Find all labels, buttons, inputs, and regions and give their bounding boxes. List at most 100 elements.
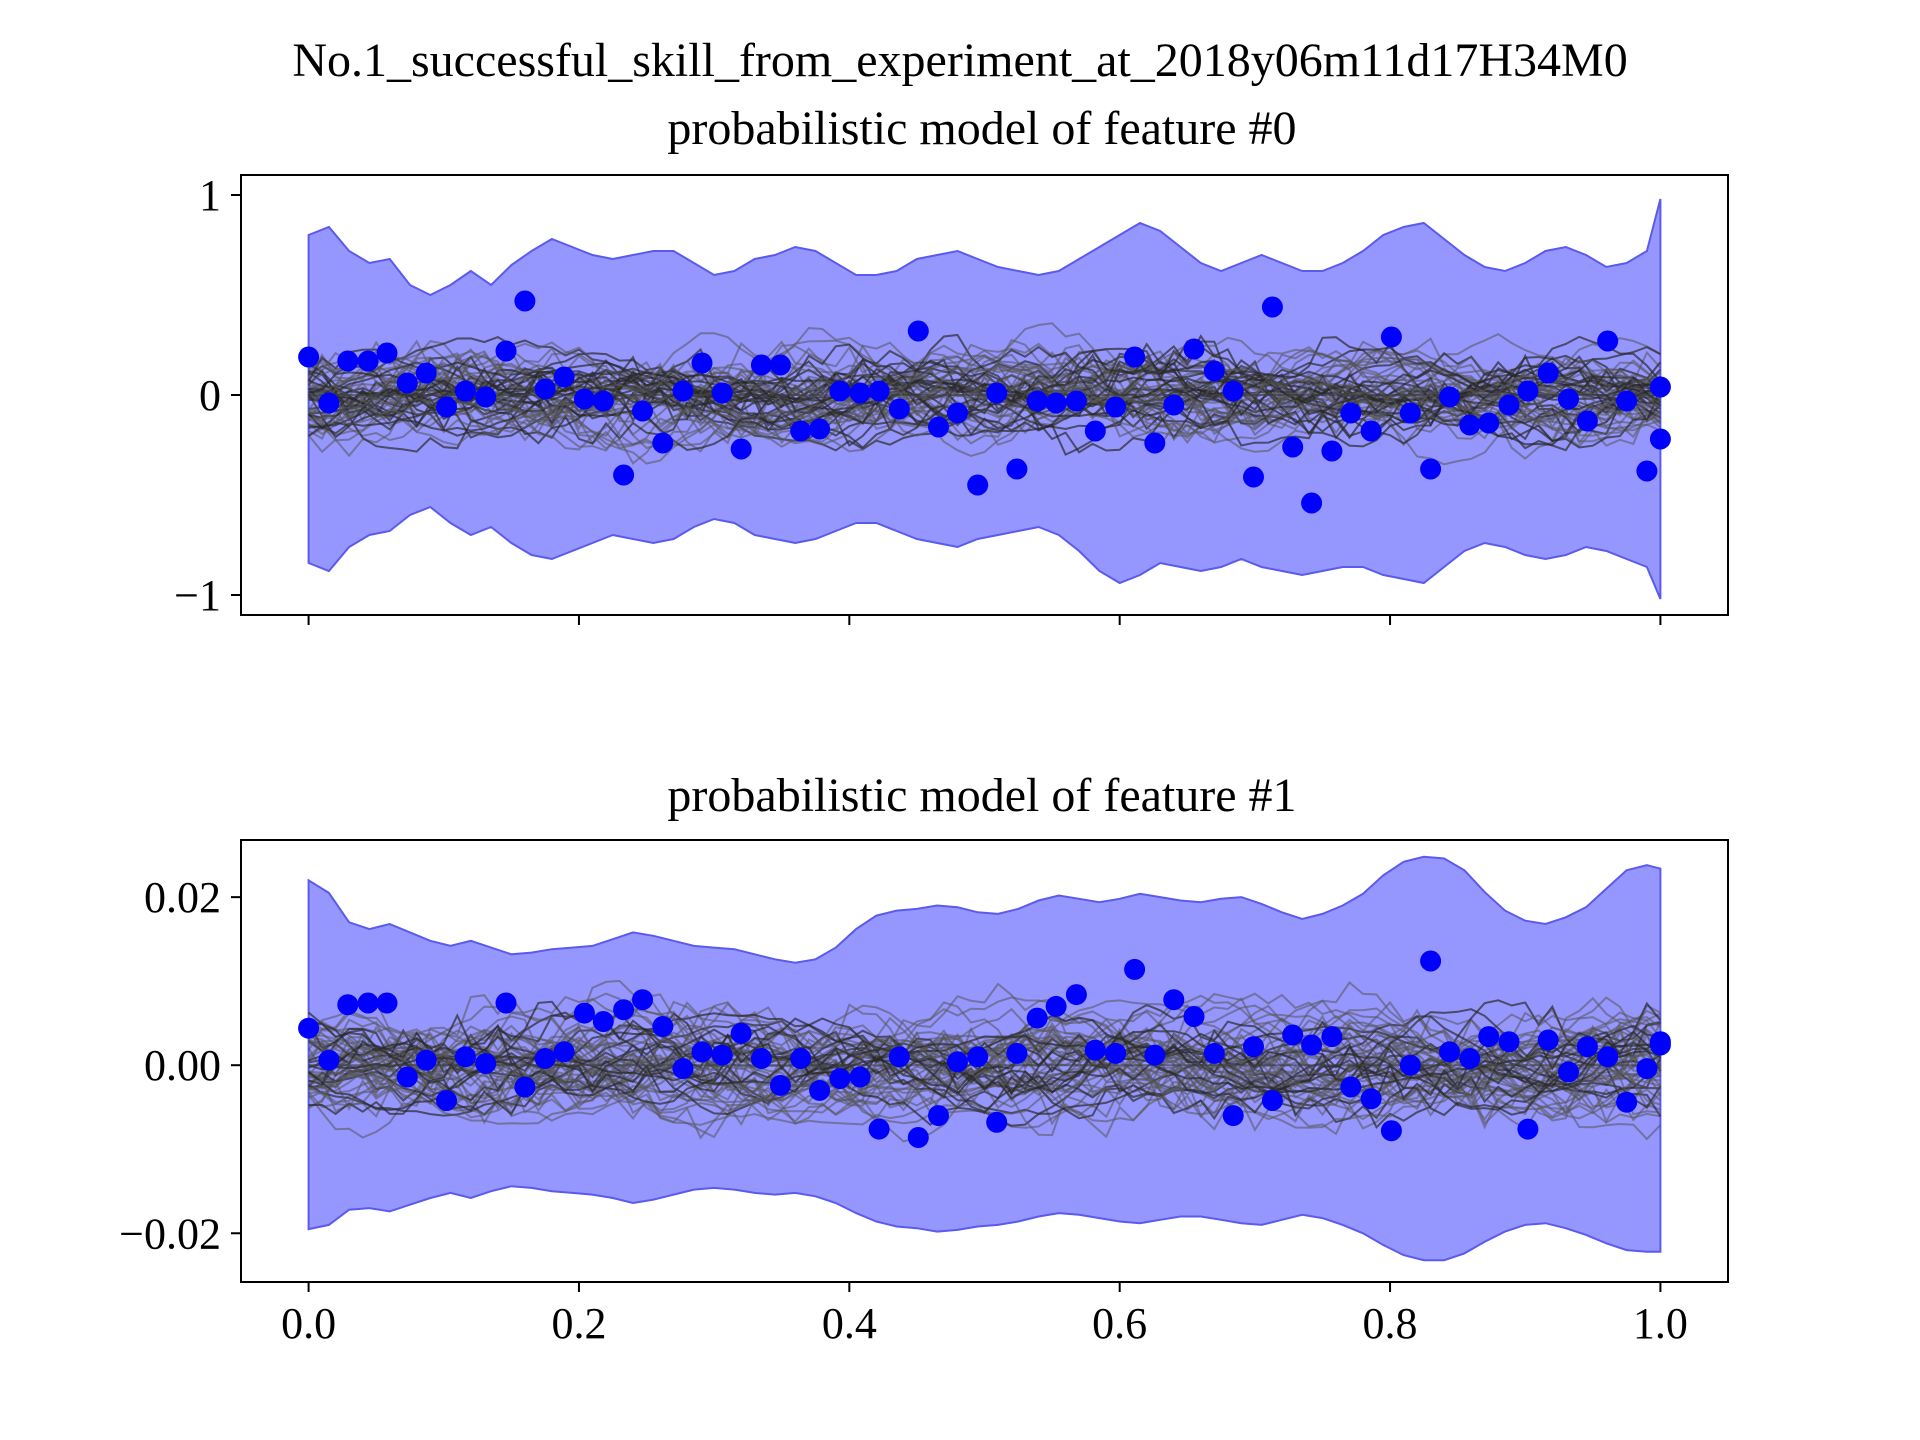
data-point (415, 1049, 437, 1071)
data-point (829, 380, 851, 402)
data-point (415, 362, 437, 384)
sample-trajectory (307, 335, 1662, 450)
data-point (1203, 1042, 1225, 1064)
data-point (1163, 394, 1185, 416)
data-point (1537, 1029, 1559, 1051)
data-point (868, 380, 890, 402)
data-point (790, 420, 812, 442)
data-point (613, 999, 635, 1021)
data-point (1144, 1044, 1166, 1066)
subplot-1-axes: 0.0 0.2 0.4 0.6 0.8 1.0 0.02 0.00 −0.02 (119, 839, 1729, 1348)
subplot-0-plot-area (298, 198, 1671, 600)
data-point (1065, 984, 1087, 1006)
sample-trajectory (308, 1030, 1661, 1103)
data-point (1558, 388, 1579, 410)
sample-trajectory (308, 343, 1661, 452)
data-point (1183, 1006, 1205, 1027)
data-point (1478, 412, 1500, 434)
data-point (947, 402, 968, 424)
data-point (1026, 1007, 1048, 1029)
data-point (928, 1105, 949, 1127)
data-point (967, 1046, 989, 1068)
data-point (1636, 460, 1658, 482)
data-point (1261, 1090, 1283, 1111)
data-point (318, 392, 340, 414)
data-point (436, 396, 457, 418)
y-tick-label: −1 (174, 571, 221, 620)
data-point (1399, 1054, 1421, 1076)
data-point (1576, 410, 1598, 432)
data-point (849, 1066, 871, 1088)
data-point (1439, 386, 1460, 408)
data-point (592, 1011, 614, 1032)
data-point (454, 1046, 476, 1068)
data-point (691, 352, 713, 374)
x-tick-label: 0.2 (551, 1299, 606, 1348)
y-tick-label: 0 (199, 371, 221, 420)
sample-trajectory (307, 348, 1662, 447)
data-point (790, 1048, 812, 1069)
data-point (1439, 1041, 1460, 1063)
data-point (1478, 1026, 1500, 1048)
data-point (947, 1051, 968, 1073)
data-point (1616, 390, 1638, 412)
data-point (907, 320, 929, 342)
subplot-0-title: probabilistic model of feature #0 (667, 102, 1296, 155)
data-point (809, 1079, 831, 1101)
data-point (1222, 380, 1244, 402)
x-tick-label: 0.8 (1363, 1299, 1418, 1348)
data-point (1649, 1034, 1671, 1056)
x-tick-label: 0.0 (281, 1299, 336, 1348)
data-point (652, 1016, 674, 1037)
data-point (534, 1048, 556, 1069)
data-point (514, 1076, 536, 1098)
data-point (1558, 1061, 1579, 1083)
data-point (1321, 1026, 1343, 1048)
data-point (652, 432, 674, 454)
sample-trajectory (307, 340, 1661, 446)
data-point (337, 994, 359, 1016)
data-point (711, 1044, 733, 1066)
data-point (1282, 436, 1304, 458)
data-point (888, 398, 910, 420)
data-point (986, 1111, 1008, 1133)
data-point (1597, 330, 1619, 352)
data-point (1084, 1039, 1106, 1061)
data-point (1084, 420, 1106, 442)
data-point (396, 1066, 418, 1088)
sample-trajectory (308, 367, 1661, 437)
data-point (672, 380, 694, 402)
data-point (829, 1068, 851, 1090)
data-point (1144, 432, 1166, 454)
data-point (573, 388, 595, 410)
subplot-feature-1: probabilistic model of feature #1 0.0 0.2… (119, 769, 1729, 1348)
sample-trajectory (307, 340, 1661, 465)
data-point (868, 1118, 890, 1140)
data-point (907, 1127, 929, 1148)
x-tick-label: 1.0 (1633, 1299, 1688, 1348)
data-point (376, 342, 398, 364)
figure-suptitle: No.1_successful_skill_from_experiment_at… (292, 34, 1627, 87)
data-point (1380, 326, 1402, 348)
data-point (1576, 1036, 1598, 1058)
data-point (769, 1074, 791, 1096)
data-point (986, 382, 1008, 404)
subplot-feature-0: probabilistic model of feature #0 1 0 −1 (174, 102, 1729, 625)
data-point (1649, 376, 1671, 398)
sample-trajectory (308, 1034, 1661, 1094)
data-point (750, 1048, 772, 1069)
data-point (475, 386, 497, 408)
data-point (1340, 402, 1362, 424)
data-point (454, 380, 476, 402)
sample-trajectory (308, 349, 1661, 439)
data-point (1261, 296, 1283, 318)
y-tick-label: 0.02 (144, 873, 221, 922)
data-point (1045, 995, 1067, 1017)
data-point (1006, 1042, 1028, 1064)
data-point (730, 438, 752, 460)
data-point (1301, 1034, 1323, 1056)
data-point (1360, 420, 1382, 442)
data-point (495, 340, 517, 362)
data-point (1537, 362, 1559, 384)
